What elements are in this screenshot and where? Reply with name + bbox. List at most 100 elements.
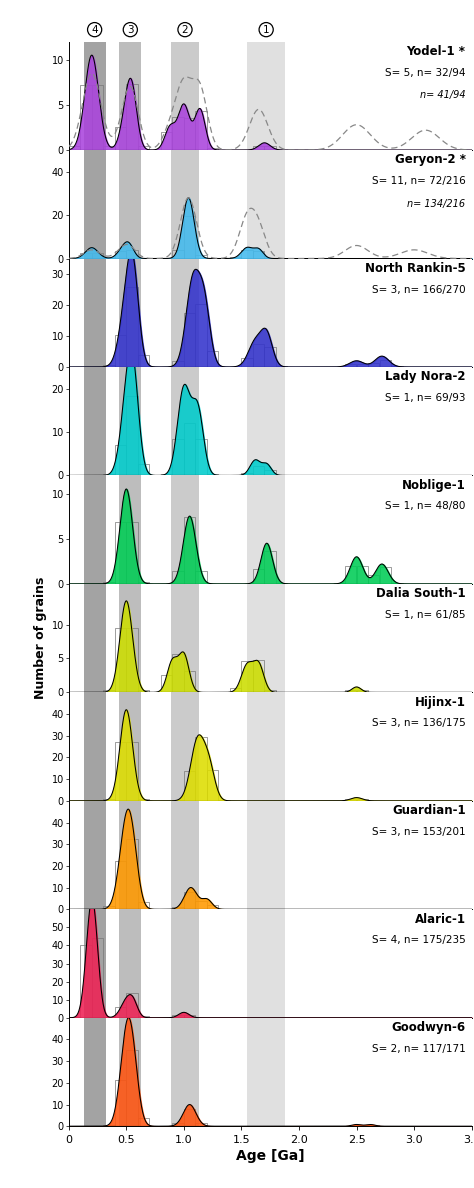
Bar [184, 119, 195, 150]
Bar [253, 466, 264, 475]
Bar [173, 653, 184, 693]
Bar [264, 146, 276, 150]
Bar [184, 892, 195, 909]
Bar [356, 567, 368, 584]
Text: Goodwyn-6: Goodwyn-6 [392, 1020, 465, 1034]
Bar [127, 628, 138, 693]
Text: S= 1, n= 69/93: S= 1, n= 69/93 [385, 393, 465, 403]
Bar [247, 1018, 285, 1126]
Bar [138, 463, 149, 475]
Bar [103, 798, 115, 801]
Bar [345, 364, 356, 367]
Bar [115, 861, 126, 909]
Text: S= 3, n= 153/201: S= 3, n= 153/201 [372, 827, 465, 836]
Bar [138, 582, 149, 584]
Bar [69, 146, 80, 150]
Bar [84, 42, 106, 150]
Bar [138, 1118, 149, 1126]
Bar [241, 359, 253, 367]
Bar [171, 367, 199, 475]
Bar [119, 42, 141, 150]
Bar [207, 905, 219, 909]
Bar [171, 801, 199, 909]
Bar [264, 690, 276, 693]
Text: S= 3, n= 136/175: S= 3, n= 136/175 [372, 719, 465, 728]
Bar [127, 1050, 138, 1126]
Bar [356, 364, 368, 367]
Bar [171, 475, 199, 584]
Text: 2: 2 [182, 25, 188, 34]
Bar [103, 365, 115, 367]
Bar [92, 939, 103, 1018]
Bar [173, 361, 184, 367]
Bar [119, 475, 141, 584]
Bar [173, 1123, 184, 1126]
Bar [115, 446, 126, 475]
Bar [173, 1015, 184, 1018]
Bar [380, 567, 391, 584]
Bar [80, 253, 91, 259]
Bar [138, 798, 149, 801]
Bar [247, 367, 285, 475]
Bar [241, 251, 253, 259]
Bar [356, 798, 368, 801]
Bar [115, 1006, 126, 1018]
Bar [119, 801, 141, 909]
Bar [247, 693, 285, 801]
Bar [345, 798, 356, 801]
Text: S= 11, n= 72/216: S= 11, n= 72/216 [372, 176, 465, 187]
Bar [184, 1015, 195, 1018]
Bar [103, 582, 115, 584]
Bar [92, 86, 103, 150]
Bar [195, 737, 207, 801]
Bar [161, 474, 172, 475]
Bar [173, 571, 184, 584]
Bar [195, 1123, 207, 1126]
Bar [103, 146, 115, 150]
Bar [173, 118, 184, 150]
Bar [115, 523, 126, 584]
Bar [247, 801, 285, 909]
Bar [184, 216, 195, 259]
Bar [171, 259, 199, 367]
Bar [173, 438, 184, 475]
Bar [103, 1125, 115, 1126]
Bar [138, 146, 149, 150]
Bar [345, 567, 356, 584]
Text: 4: 4 [91, 25, 98, 34]
Bar [84, 259, 106, 367]
Bar [127, 251, 138, 259]
Bar [171, 693, 199, 801]
Bar [119, 1018, 141, 1126]
Bar [80, 86, 91, 150]
Text: S= 5, n= 32/94: S= 5, n= 32/94 [385, 68, 465, 77]
Bar [195, 304, 207, 367]
Bar [184, 518, 195, 584]
Bar [241, 662, 253, 693]
Bar [138, 1017, 149, 1018]
Text: S= 4, n= 175/235: S= 4, n= 175/235 [372, 935, 465, 946]
Bar [84, 367, 106, 475]
Bar [253, 569, 264, 584]
Bar [368, 575, 380, 584]
Text: n= 134/216: n= 134/216 [408, 198, 465, 209]
Text: Noblige-1: Noblige-1 [402, 479, 465, 492]
Bar [171, 584, 199, 693]
Bar [84, 909, 106, 1018]
Bar [184, 771, 195, 801]
Bar [264, 347, 276, 367]
Bar [184, 423, 195, 475]
Bar [276, 582, 287, 584]
Text: S= 1, n= 48/80: S= 1, n= 48/80 [385, 501, 465, 512]
Bar [84, 693, 106, 801]
Text: Dalia South-1: Dalia South-1 [376, 587, 465, 600]
Bar [115, 741, 126, 801]
Bar [184, 1110, 195, 1126]
Bar [171, 1018, 199, 1126]
Bar [247, 259, 285, 367]
Bar [253, 659, 264, 693]
Bar [84, 801, 106, 909]
Bar [127, 839, 138, 909]
Text: 1: 1 [263, 25, 269, 34]
Bar [115, 1080, 126, 1126]
